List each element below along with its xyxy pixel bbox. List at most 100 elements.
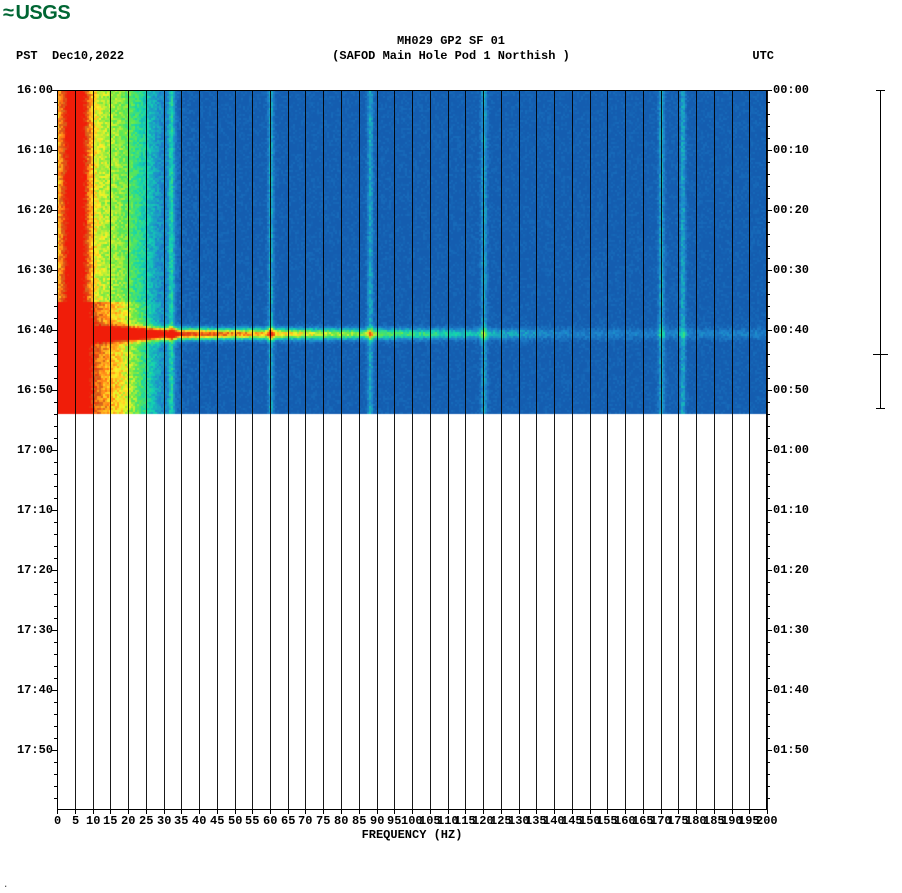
y-major-tick	[767, 90, 772, 91]
y-minor-tick	[767, 486, 770, 487]
y-minor-tick	[767, 762, 770, 763]
logo-wave-icon: ≈	[3, 2, 13, 25]
y-minor-tick	[767, 714, 770, 715]
y-left-tick-label: 17:50	[17, 743, 53, 757]
y-minor-tick	[767, 606, 770, 607]
y-minor-tick	[767, 738, 770, 739]
y-minor-tick	[767, 774, 770, 775]
plot-border	[57, 90, 767, 810]
x-tick-label: 30	[157, 814, 171, 828]
header-left-date: Dec10,2022	[52, 49, 124, 63]
y-left-tick-label: 16:20	[17, 203, 53, 217]
y-minor-tick	[767, 306, 770, 307]
y-left-tick-label: 17:40	[17, 683, 53, 697]
y-major-tick	[767, 210, 772, 211]
y-left-tick-label: 16:40	[17, 323, 53, 337]
x-tick-label: 70	[298, 814, 312, 828]
x-tick-label: 0	[54, 814, 61, 828]
y-minor-tick	[767, 198, 770, 199]
y-minor-tick	[767, 222, 770, 223]
x-tick-label: 200	[756, 814, 778, 828]
y-right-tick-label: 00:20	[773, 203, 809, 217]
y-right-tick-label: 00:10	[773, 143, 809, 157]
y-left-tick-label: 17:20	[17, 563, 53, 577]
y-minor-tick	[767, 246, 770, 247]
y-major-tick	[767, 510, 772, 511]
y-right-tick-label: 00:40	[773, 323, 809, 337]
y-minor-tick	[767, 438, 770, 439]
x-tick-label: 95	[387, 814, 401, 828]
y-minor-tick	[767, 522, 770, 523]
y-minor-tick	[767, 378, 770, 379]
y-minor-tick	[767, 666, 770, 667]
y-minor-tick	[767, 282, 770, 283]
y-minor-tick	[767, 186, 770, 187]
y-right-tick-label: 00:50	[773, 383, 809, 397]
y-minor-tick	[767, 786, 770, 787]
y-left-tick-label: 17:10	[17, 503, 53, 517]
x-axis-title: FREQUENCY (HZ)	[57, 828, 767, 842]
y-major-tick	[767, 450, 772, 451]
x-tick-label: 20	[121, 814, 135, 828]
y-minor-tick	[767, 318, 770, 319]
usgs-logo: ≈USGS	[3, 2, 70, 25]
y-minor-tick	[767, 534, 770, 535]
y-right-tick-label: 01:30	[773, 623, 809, 637]
y-minor-tick	[767, 102, 770, 103]
y-right-tick-label: 00:00	[773, 83, 809, 97]
y-right-tick-label: 01:40	[773, 683, 809, 697]
y-minor-tick	[767, 618, 770, 619]
x-tick-label: 75	[316, 814, 330, 828]
y-major-tick	[767, 690, 772, 691]
x-tick-label: 85	[352, 814, 366, 828]
scale-bar-end-tick	[876, 90, 885, 91]
y-minor-tick	[767, 678, 770, 679]
x-tick-label: 50	[228, 814, 242, 828]
x-tick-label: 80	[334, 814, 348, 828]
y-minor-tick	[767, 426, 770, 427]
y-right-tick-label: 00:30	[773, 263, 809, 277]
y-minor-tick	[767, 654, 770, 655]
y-minor-tick	[767, 234, 770, 235]
x-tick-label: 25	[139, 814, 153, 828]
y-left-tick-label: 17:30	[17, 623, 53, 637]
y-minor-tick	[767, 558, 770, 559]
y-major-tick	[767, 330, 772, 331]
y-minor-tick	[767, 594, 770, 595]
y-major-tick	[767, 150, 772, 151]
y-minor-tick	[767, 258, 770, 259]
y-minor-tick	[767, 366, 770, 367]
scale-bar-mid-tick	[873, 354, 888, 355]
x-tick-label: 60	[263, 814, 277, 828]
scale-bar-line	[880, 90, 881, 408]
logo-text: USGS	[15, 2, 70, 25]
x-tick-label: 35	[174, 814, 188, 828]
y-minor-tick	[767, 642, 770, 643]
footer-mark: .	[3, 880, 8, 890]
y-major-tick	[767, 270, 772, 271]
x-tick-label: 40	[192, 814, 206, 828]
y-minor-tick	[767, 462, 770, 463]
y-right-tick-label: 01:20	[773, 563, 809, 577]
y-left-tick-label: 16:10	[17, 143, 53, 157]
y-right-tick-label: 01:10	[773, 503, 809, 517]
y-left-tick-label: 16:00	[17, 83, 53, 97]
y-minor-tick	[767, 726, 770, 727]
y-minor-tick	[767, 138, 770, 139]
header-left-tz: PST	[16, 49, 38, 63]
y-minor-tick	[767, 114, 770, 115]
spectrogram-plot	[57, 90, 767, 810]
y-minor-tick	[767, 474, 770, 475]
x-tick-label: 5	[72, 814, 79, 828]
y-left-tick-label: 16:50	[17, 383, 53, 397]
y-major-tick	[767, 750, 772, 751]
y-minor-tick	[767, 702, 770, 703]
y-minor-tick	[767, 546, 770, 547]
y-right-tick-label: 01:00	[773, 443, 809, 457]
y-minor-tick	[767, 126, 770, 127]
y-minor-tick	[767, 414, 770, 415]
x-tick-label: 65	[281, 814, 295, 828]
x-tick-label: 10	[86, 814, 100, 828]
y-major-tick	[767, 570, 772, 571]
y-major-tick	[767, 390, 772, 391]
